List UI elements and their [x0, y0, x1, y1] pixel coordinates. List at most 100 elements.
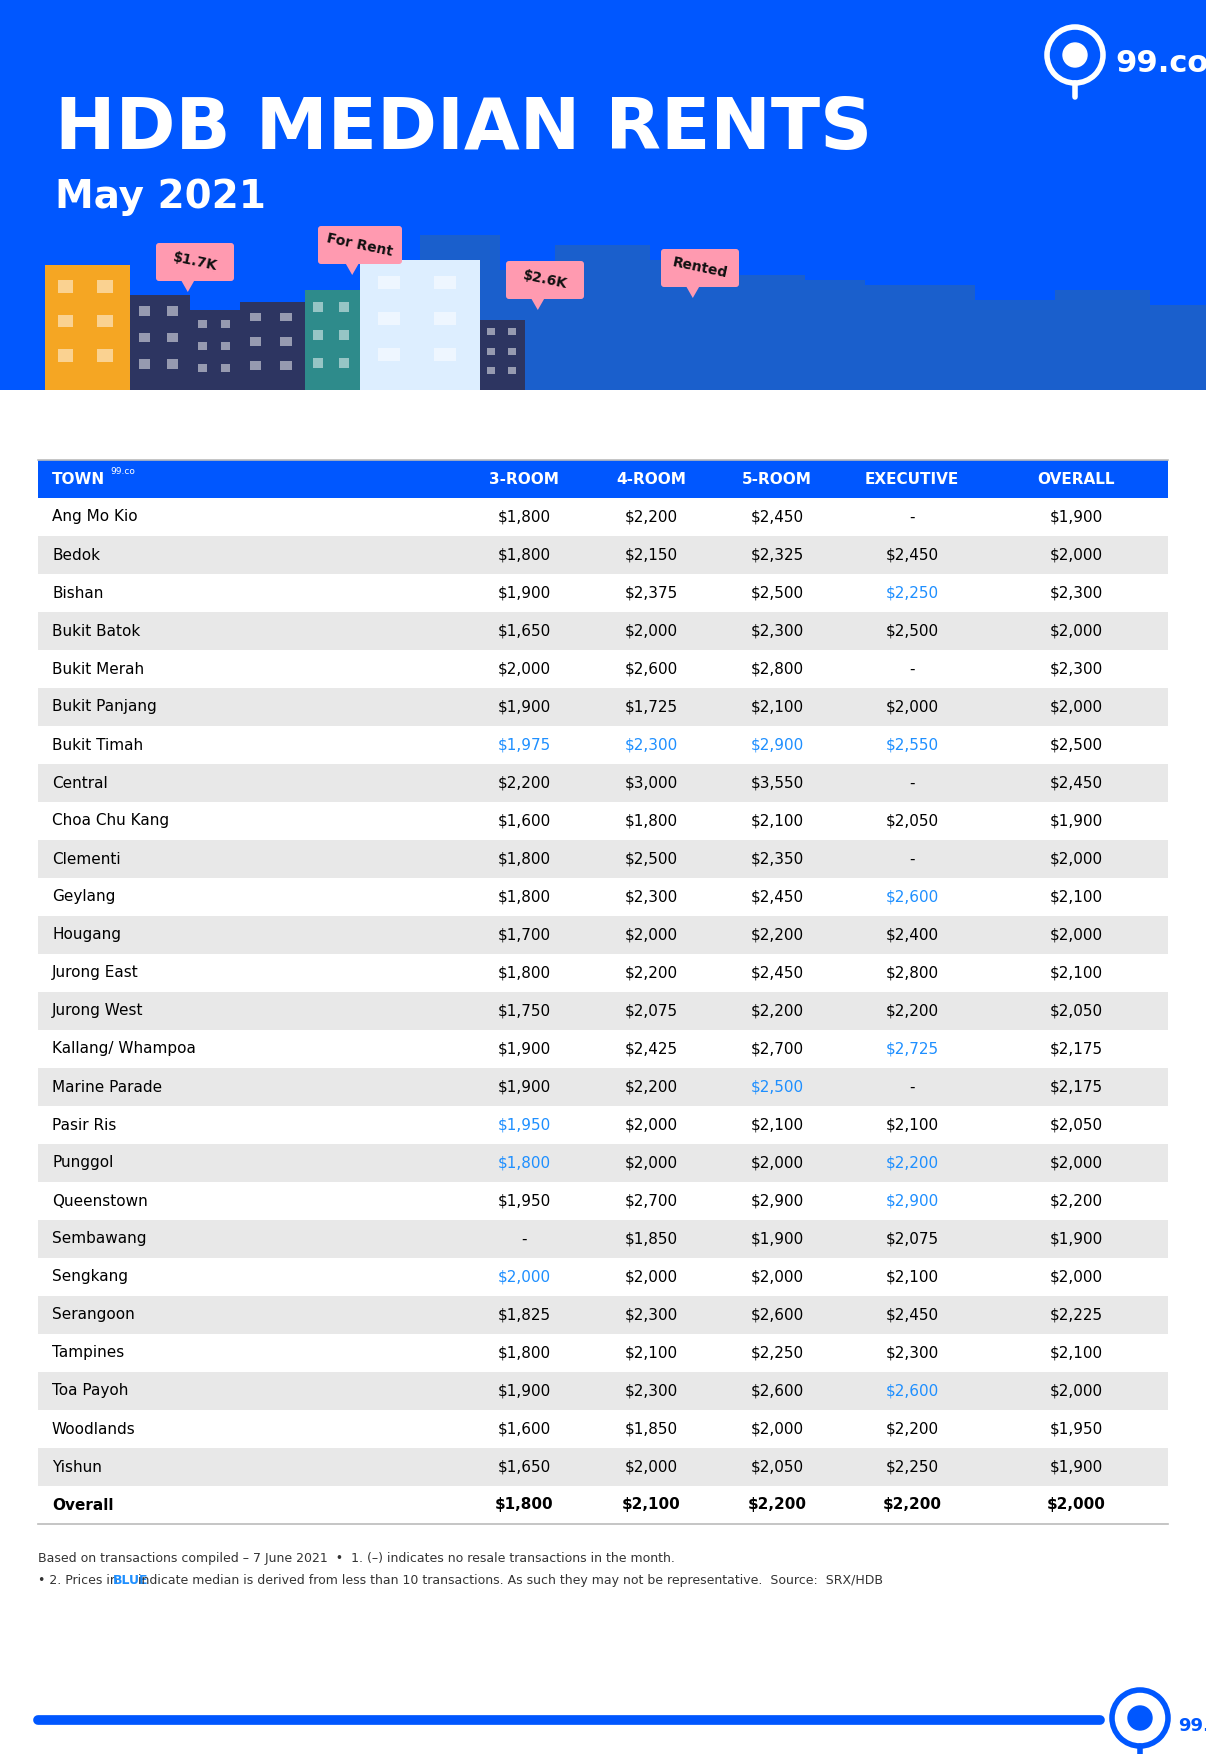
FancyBboxPatch shape — [377, 347, 399, 361]
FancyBboxPatch shape — [39, 651, 1167, 688]
Text: $2,150: $2,150 — [625, 547, 678, 563]
FancyBboxPatch shape — [39, 916, 1167, 954]
Text: $1,900: $1,900 — [1049, 1459, 1102, 1475]
FancyBboxPatch shape — [305, 289, 361, 389]
FancyBboxPatch shape — [58, 314, 74, 328]
FancyBboxPatch shape — [166, 307, 177, 316]
FancyBboxPatch shape — [39, 1068, 1167, 1107]
Text: $2,000: $2,000 — [1049, 700, 1102, 714]
Text: BLUE: BLUE — [113, 1573, 148, 1587]
Text: 4-ROOM: 4-ROOM — [616, 472, 686, 486]
Text: $2,700: $2,700 — [625, 1193, 678, 1209]
FancyBboxPatch shape — [804, 281, 865, 389]
Text: -: - — [909, 775, 914, 791]
Text: Pasir Ris: Pasir Ris — [52, 1117, 116, 1133]
FancyBboxPatch shape — [434, 312, 456, 324]
FancyBboxPatch shape — [39, 726, 1167, 765]
Text: Serangoon: Serangoon — [52, 1307, 135, 1323]
FancyBboxPatch shape — [318, 226, 402, 265]
Text: $1,700: $1,700 — [497, 928, 551, 942]
Text: For Rent: For Rent — [326, 232, 394, 260]
Circle shape — [1062, 44, 1087, 67]
Text: 99.co: 99.co — [1116, 49, 1206, 77]
Text: $1,900: $1,900 — [497, 586, 551, 600]
Text: $1,750: $1,750 — [497, 1003, 551, 1019]
FancyBboxPatch shape — [434, 275, 456, 289]
Text: Sembawang: Sembawang — [52, 1231, 146, 1247]
Text: $2,050: $2,050 — [885, 814, 938, 828]
Text: $2,200: $2,200 — [750, 928, 803, 942]
FancyBboxPatch shape — [58, 349, 74, 361]
FancyBboxPatch shape — [45, 265, 130, 389]
Text: $1,975: $1,975 — [497, 737, 551, 752]
Text: $1,800: $1,800 — [625, 814, 678, 828]
Text: $2.6K: $2.6K — [521, 268, 568, 291]
FancyBboxPatch shape — [314, 302, 323, 312]
FancyBboxPatch shape — [280, 312, 292, 321]
Polygon shape — [180, 277, 195, 291]
FancyBboxPatch shape — [98, 314, 112, 328]
FancyBboxPatch shape — [508, 328, 516, 335]
FancyBboxPatch shape — [39, 1221, 1167, 1258]
Text: $2,000: $2,000 — [1049, 547, 1102, 563]
Text: $2,300: $2,300 — [625, 1384, 678, 1398]
Text: $1,950: $1,950 — [497, 1117, 551, 1133]
Text: $1,800: $1,800 — [497, 1345, 551, 1361]
Text: $2,300: $2,300 — [750, 623, 803, 638]
Text: $2,200: $2,200 — [885, 1421, 938, 1437]
Text: Bukit Timah: Bukit Timah — [52, 737, 144, 752]
FancyBboxPatch shape — [166, 360, 177, 368]
Polygon shape — [685, 284, 701, 298]
FancyBboxPatch shape — [39, 1107, 1167, 1144]
Text: $1,800: $1,800 — [497, 965, 551, 980]
Text: $2,600: $2,600 — [885, 1384, 938, 1398]
Text: $2,300: $2,300 — [625, 737, 678, 752]
Text: OVERALL: OVERALL — [1037, 472, 1114, 486]
Text: $2,600: $2,600 — [750, 1307, 803, 1323]
Text: $2,000: $2,000 — [497, 1270, 551, 1284]
Text: -: - — [909, 509, 914, 524]
Text: $1,650: $1,650 — [497, 1459, 551, 1475]
Text: $2,450: $2,450 — [750, 509, 803, 524]
FancyBboxPatch shape — [250, 361, 262, 370]
FancyBboxPatch shape — [1055, 289, 1151, 389]
FancyBboxPatch shape — [0, 0, 1206, 389]
Text: $2,500: $2,500 — [1049, 737, 1102, 752]
Text: $2,000: $2,000 — [1049, 1384, 1102, 1398]
FancyBboxPatch shape — [250, 312, 262, 321]
FancyBboxPatch shape — [39, 879, 1167, 916]
Text: $2,200: $2,200 — [750, 1003, 803, 1019]
Text: $2,000: $2,000 — [625, 1270, 678, 1284]
Text: $2,000: $2,000 — [1049, 1270, 1102, 1284]
FancyBboxPatch shape — [39, 954, 1167, 993]
Text: $2,500: $2,500 — [625, 851, 678, 866]
Text: Jurong East: Jurong East — [52, 965, 139, 980]
FancyBboxPatch shape — [508, 347, 516, 354]
FancyBboxPatch shape — [39, 1030, 1167, 1068]
Text: $2,100: $2,100 — [1049, 965, 1102, 980]
Text: $1,800: $1,800 — [497, 889, 551, 905]
Text: 5-ROOM: 5-ROOM — [742, 472, 812, 486]
FancyBboxPatch shape — [139, 360, 150, 368]
Text: $1,800: $1,800 — [497, 1156, 551, 1170]
Text: $2,200: $2,200 — [625, 965, 678, 980]
Text: $2,325: $2,325 — [750, 547, 803, 563]
Text: Central: Central — [52, 775, 107, 791]
Text: $1,900: $1,900 — [497, 1079, 551, 1094]
Text: $2,450: $2,450 — [750, 965, 803, 980]
FancyBboxPatch shape — [221, 342, 230, 349]
FancyBboxPatch shape — [58, 281, 74, 293]
FancyBboxPatch shape — [650, 260, 720, 389]
Text: $1,725: $1,725 — [625, 700, 678, 714]
Text: $2,300: $2,300 — [1049, 661, 1102, 677]
Text: 99.co: 99.co — [110, 468, 135, 477]
Text: $2,075: $2,075 — [885, 1231, 938, 1247]
Text: $2,500: $2,500 — [885, 623, 938, 638]
Text: $2,900: $2,900 — [885, 1193, 938, 1209]
Text: indicate median is derived from less than 10 transactions. As such they may not : indicate median is derived from less tha… — [134, 1573, 883, 1587]
Text: $2,425: $2,425 — [625, 1042, 678, 1056]
Text: $2,600: $2,600 — [750, 1384, 803, 1398]
Text: $2,050: $2,050 — [750, 1459, 803, 1475]
FancyBboxPatch shape — [39, 1449, 1167, 1486]
FancyBboxPatch shape — [487, 328, 494, 335]
